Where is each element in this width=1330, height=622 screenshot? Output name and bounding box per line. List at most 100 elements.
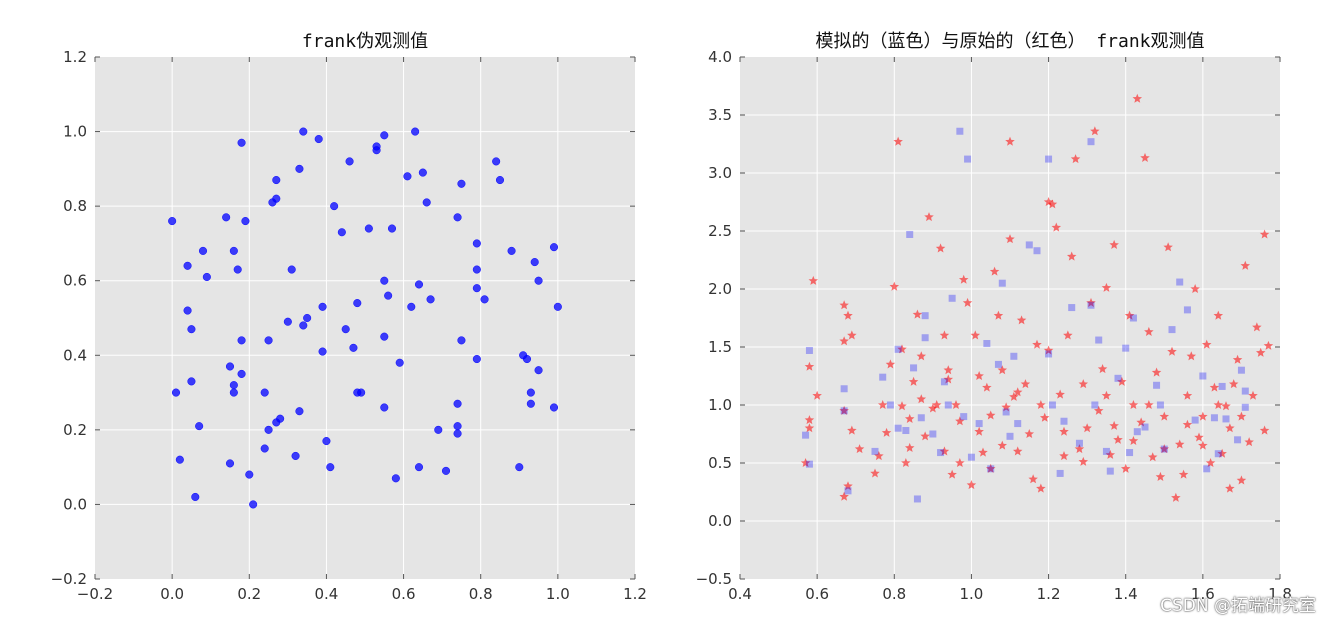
original-point bbox=[1205, 458, 1216, 468]
x-tick-label: 0.8 bbox=[882, 585, 906, 603]
scatter-point bbox=[453, 422, 462, 431]
original-point bbox=[1178, 469, 1189, 479]
original-point bbox=[1009, 391, 1019, 401]
original-point bbox=[1105, 449, 1116, 459]
y-tick-label: −0.2 bbox=[51, 570, 87, 588]
scatter-point bbox=[264, 336, 273, 345]
original-point bbox=[955, 416, 965, 426]
scatter-point bbox=[522, 354, 532, 364]
original-point bbox=[812, 390, 822, 400]
original-point bbox=[1236, 411, 1247, 421]
scatter-point bbox=[407, 302, 416, 311]
original-point bbox=[1124, 310, 1135, 320]
original-point bbox=[1005, 136, 1015, 146]
scatter-point bbox=[276, 414, 285, 423]
simulated-point bbox=[940, 378, 948, 386]
simulated-point bbox=[1048, 401, 1056, 409]
simulated-point bbox=[1025, 241, 1033, 249]
original-point bbox=[1128, 400, 1139, 410]
scatter-point bbox=[387, 224, 397, 233]
original-point bbox=[1090, 126, 1100, 136]
simulated-point bbox=[1014, 420, 1022, 428]
chart-title-left: frank伪观测值 bbox=[302, 31, 428, 52]
scatter-point bbox=[414, 463, 424, 472]
simulated-point bbox=[1075, 439, 1083, 447]
scatter-point bbox=[229, 246, 238, 255]
simulated-point bbox=[1168, 326, 1176, 334]
y-tick-label: 2.5 bbox=[708, 222, 732, 240]
original-point bbox=[839, 336, 849, 346]
original-point bbox=[897, 344, 907, 354]
x-tick-label: 1.2 bbox=[1037, 585, 1061, 603]
y-tick-label: 1.2 bbox=[63, 48, 87, 66]
scatter-point bbox=[322, 436, 331, 446]
scatter-point bbox=[318, 302, 327, 311]
scatter-point bbox=[229, 381, 238, 390]
original-point bbox=[1140, 152, 1150, 162]
simulated-point bbox=[1045, 350, 1053, 358]
original-point bbox=[1159, 444, 1170, 454]
scatter-point bbox=[495, 175, 505, 185]
scatter-point bbox=[318, 347, 327, 356]
original-point bbox=[1016, 315, 1027, 325]
scatter-point bbox=[171, 388, 181, 397]
original-point bbox=[935, 243, 946, 253]
original-point bbox=[1047, 199, 1058, 209]
original-point bbox=[874, 451, 884, 461]
original-point bbox=[1043, 197, 1054, 207]
original-point bbox=[901, 458, 911, 468]
original-point bbox=[1198, 411, 1208, 421]
original-point bbox=[1109, 239, 1119, 249]
x-tick-label: 1.0 bbox=[546, 585, 570, 603]
original-point bbox=[1163, 242, 1173, 252]
simulated-point bbox=[1141, 423, 1149, 431]
simulated-point bbox=[1191, 416, 1199, 424]
simulated-point bbox=[975, 420, 983, 428]
original-point bbox=[843, 310, 853, 320]
simulated-point bbox=[960, 413, 968, 421]
simulated-point bbox=[929, 430, 937, 438]
scatter-point bbox=[222, 213, 231, 222]
scatter-point bbox=[526, 388, 535, 397]
original-point bbox=[870, 468, 880, 478]
scatter-point bbox=[260, 444, 269, 453]
original-point bbox=[1182, 390, 1193, 400]
scatter-point bbox=[380, 131, 389, 140]
original-point bbox=[1201, 339, 1212, 349]
scatter-point bbox=[245, 470, 254, 479]
simulated-point bbox=[1218, 382, 1226, 390]
simulated-point bbox=[1234, 436, 1242, 444]
original-point bbox=[1078, 379, 1089, 389]
original-point bbox=[1097, 364, 1108, 374]
scatter-point bbox=[353, 299, 362, 308]
simulated-point bbox=[964, 155, 972, 163]
x-tick-label: 1.4 bbox=[1114, 585, 1138, 603]
simulated-point bbox=[987, 465, 995, 473]
simulated-point bbox=[1203, 465, 1211, 473]
scatter-point bbox=[391, 474, 400, 483]
scatter-point bbox=[229, 388, 238, 397]
original-point bbox=[1155, 471, 1166, 481]
simulated-point bbox=[948, 294, 956, 302]
original-point bbox=[804, 423, 815, 433]
simulated-point bbox=[871, 447, 879, 455]
original-point bbox=[1005, 234, 1015, 244]
original-point bbox=[1136, 417, 1146, 427]
simulated-point bbox=[886, 401, 894, 409]
original-point bbox=[974, 426, 984, 436]
original-point bbox=[1063, 330, 1073, 340]
simulated-point bbox=[1095, 336, 1103, 344]
original-point bbox=[1128, 435, 1139, 446]
scatter-point bbox=[534, 366, 543, 375]
scatter-point bbox=[457, 179, 466, 188]
simulated-point bbox=[1222, 415, 1230, 423]
scatter-point bbox=[260, 388, 269, 397]
original-point bbox=[1252, 322, 1262, 332]
simulated-point bbox=[1241, 387, 1249, 395]
original-point bbox=[1059, 426, 1069, 436]
original-point bbox=[993, 310, 1004, 320]
original-point bbox=[1167, 346, 1177, 356]
scatter-point bbox=[492, 157, 501, 166]
simulated-point bbox=[1060, 417, 1068, 425]
